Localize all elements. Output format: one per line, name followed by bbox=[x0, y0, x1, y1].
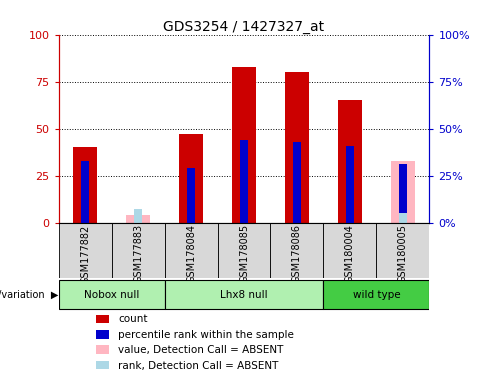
Text: GSM178086: GSM178086 bbox=[292, 224, 302, 283]
Text: rank, Detection Call = ABSENT: rank, Detection Call = ABSENT bbox=[118, 361, 278, 371]
Bar bbox=[96, 346, 109, 354]
Bar bbox=[59, 280, 164, 309]
Bar bbox=[399, 164, 407, 223]
Bar bbox=[164, 223, 218, 278]
Bar bbox=[96, 361, 109, 369]
Text: Lhx8 null: Lhx8 null bbox=[220, 290, 268, 300]
Bar bbox=[346, 146, 354, 223]
Text: GSM177882: GSM177882 bbox=[80, 224, 90, 283]
Bar bbox=[391, 161, 415, 223]
Bar bbox=[270, 223, 324, 278]
Bar bbox=[240, 140, 248, 223]
Bar bbox=[59, 223, 112, 278]
Text: GSM180005: GSM180005 bbox=[398, 224, 408, 283]
Bar bbox=[324, 223, 376, 278]
Text: count: count bbox=[118, 314, 147, 324]
Bar bbox=[164, 280, 324, 309]
Bar bbox=[179, 134, 203, 223]
Text: genotype/variation  ▶: genotype/variation ▶ bbox=[0, 290, 59, 300]
Bar bbox=[285, 72, 309, 223]
Text: value, Detection Call = ABSENT: value, Detection Call = ABSENT bbox=[118, 345, 283, 355]
Bar bbox=[376, 223, 429, 278]
Bar bbox=[134, 209, 142, 223]
Bar bbox=[73, 147, 97, 223]
Bar bbox=[324, 280, 429, 309]
Text: GSM180004: GSM180004 bbox=[345, 224, 355, 283]
Bar bbox=[399, 213, 407, 223]
Bar bbox=[96, 314, 109, 323]
Title: GDS3254 / 1427327_at: GDS3254 / 1427327_at bbox=[163, 20, 325, 33]
Bar bbox=[81, 161, 89, 223]
Bar bbox=[126, 215, 150, 223]
Text: percentile rank within the sample: percentile rank within the sample bbox=[118, 330, 294, 340]
Text: Nobox null: Nobox null bbox=[84, 290, 139, 300]
Bar bbox=[218, 223, 270, 278]
Bar bbox=[232, 66, 256, 223]
Text: wild type: wild type bbox=[353, 290, 400, 300]
Text: GSM177883: GSM177883 bbox=[133, 224, 143, 283]
Bar bbox=[96, 330, 109, 339]
Text: GSM178085: GSM178085 bbox=[239, 224, 249, 283]
Bar bbox=[293, 142, 301, 223]
Text: GSM178084: GSM178084 bbox=[186, 224, 196, 283]
Bar bbox=[338, 100, 362, 223]
Bar bbox=[187, 168, 195, 223]
Bar bbox=[112, 223, 164, 278]
